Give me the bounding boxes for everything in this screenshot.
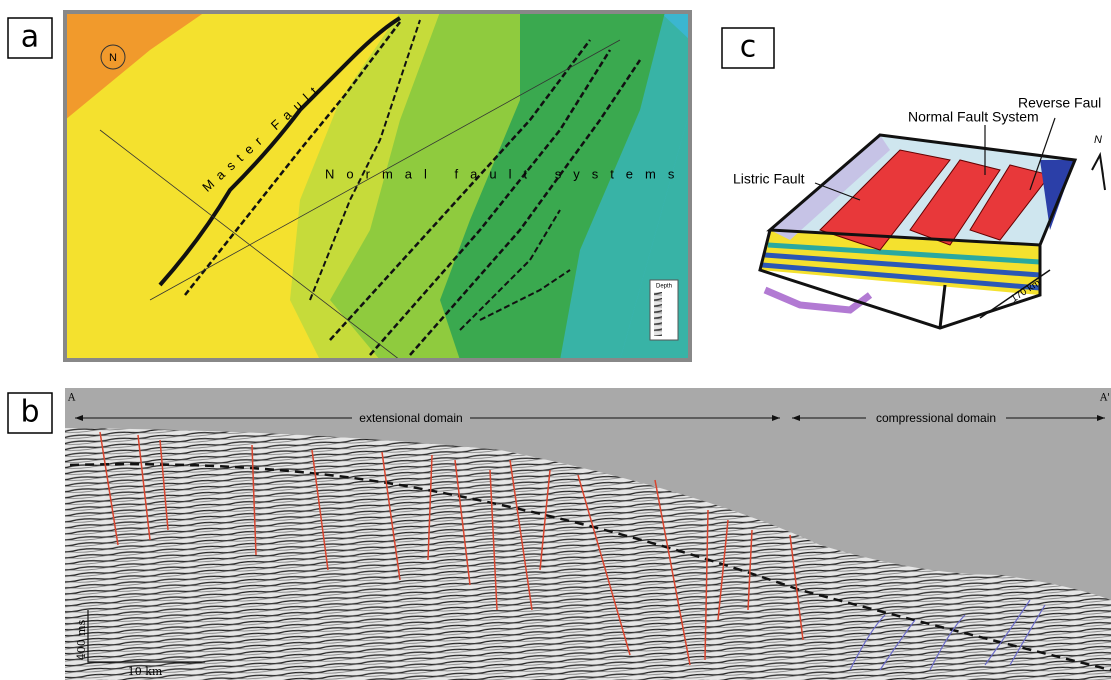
section-end-label: A	[67, 393, 76, 404]
map-annotation: Normal fault systems	[325, 166, 686, 181]
legend-title: Depth	[656, 284, 672, 290]
figure: a N Depth Master Fault Normal fault syst…	[0, 0, 1111, 680]
panel-label: b	[20, 395, 39, 430]
north-label: N	[1094, 134, 1102, 146]
north-label: N	[109, 52, 117, 64]
domain-label: extensional domain	[359, 411, 462, 425]
section-end-label: A'	[1099, 393, 1110, 404]
panel-label: c	[740, 30, 757, 65]
diagram-annotation: Reverse Faul	[1018, 95, 1101, 111]
domain-label: compressional domain	[876, 411, 996, 425]
diagram-annotation: Normal Fault System	[908, 109, 1039, 125]
seismic-section	[65, 388, 1111, 680]
scale-label: 10 km	[128, 665, 163, 678]
depth-map	[65, 12, 690, 360]
panel-label: a	[21, 20, 39, 55]
scale-label: 400 ms	[75, 619, 88, 660]
block-diagram	[760, 118, 1105, 328]
diagram-annotation: Listric Fault	[733, 171, 805, 187]
